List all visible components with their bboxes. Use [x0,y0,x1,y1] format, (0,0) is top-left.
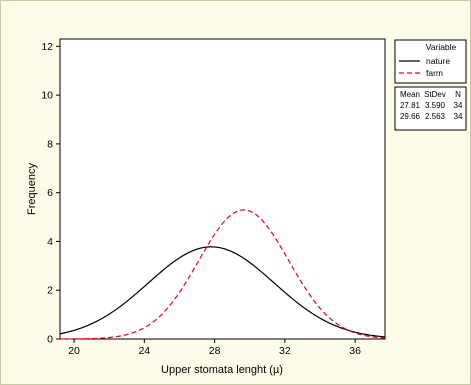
legend: Variable nature farm [394,39,467,84]
legend-label-nature: nature [426,56,450,66]
stats-farm-n: 34 [454,112,463,121]
x-tick-label-28: 28 [209,345,221,357]
y-tick-label-8: 8 [47,138,53,150]
legend-box [394,39,467,84]
stats-header-mean: Mean [400,90,420,99]
stats-nature-mean: 27.81 [400,101,421,110]
legend-label-farm: farm [426,68,443,78]
series-line-farm [59,209,386,340]
legend-title: Variable [426,42,457,52]
stats-box [394,86,467,131]
x-tick-label-32: 32 [279,345,291,357]
y-tick-label-6: 6 [47,187,53,199]
y-tick-label-4: 4 [47,236,53,248]
stats-table: Mean StDev N 27.81 3.590 34 29.66 2.563 … [394,86,467,131]
x-tick-label-36: 36 [349,345,361,357]
x-axis-label: Upper stomata lenght (µ) [161,364,283,376]
x-tick-label-20: 20 [68,345,80,357]
curves [59,209,386,340]
series-line-nature [59,246,386,338]
y-tick-label-10: 10 [41,90,53,102]
y-tick-label-2: 2 [47,285,53,297]
stats-nature-stdev: 3.590 [425,101,446,110]
y-tick-label-12: 12 [41,41,53,53]
plot-area [59,38,386,340]
x-tick-label-24: 24 [138,345,150,357]
stats-header-stdev: StDev [424,90,446,99]
y-tick-label-0: 0 [47,334,53,346]
x-axis: 20 24 28 32 36 [68,339,361,357]
stats-header-n: N [455,90,461,99]
y-axis: 0 2 4 6 8 10 12 [41,41,60,346]
stats-farm-mean: 29.66 [400,112,421,121]
stats-nature-n: 34 [454,101,463,110]
y-axis-label: Frequency [26,163,38,215]
stats-farm-stdev: 2.563 [425,112,446,121]
